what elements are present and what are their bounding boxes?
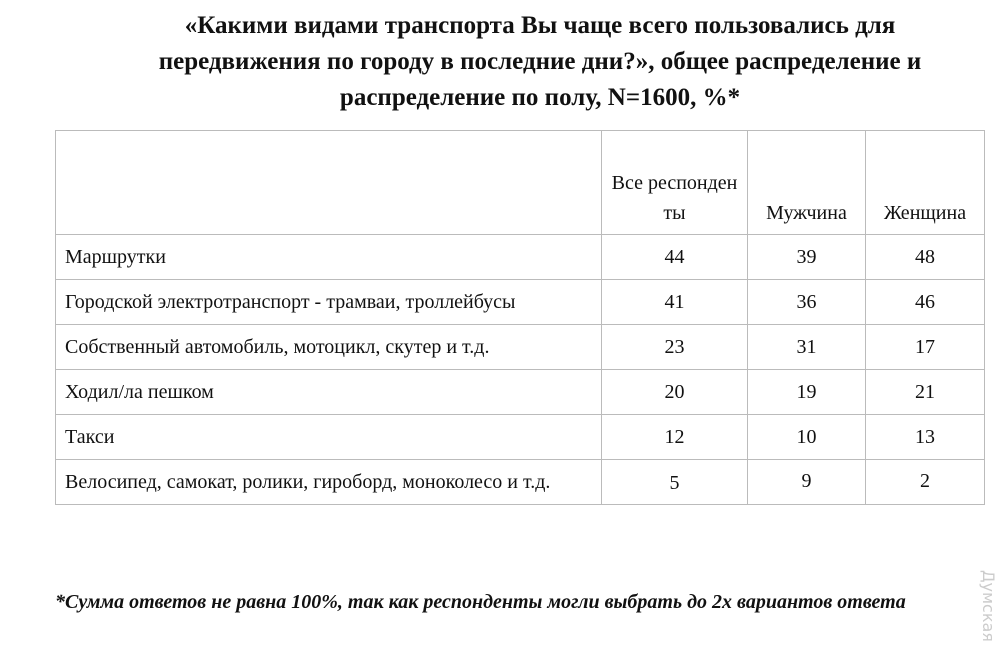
value-cell: 12 [601,414,748,460]
value-cell: 39 [747,234,866,280]
row-label: Такси [55,414,602,460]
value-cell: 17 [865,324,985,370]
value-cell: 48 [865,234,985,280]
row-label: Велосипед, самокат, ролики, гироборд, мо… [55,459,602,505]
value-cell: 36 [747,279,866,325]
table-row: Маршрутки 44 39 48 [55,234,985,280]
title-line: передвижения по городу в последние дни?»… [158,48,922,75]
row-label: Собственный автомобиль, мотоцикл, скутер… [55,324,602,370]
value-cell: 41 [601,279,748,325]
row-label: Маршрутки [55,234,602,280]
row-label: Ходил/ла пешком [55,369,602,415]
table-row: Велосипед, самокат, ролики, гироборд, мо… [55,459,985,505]
watermark: Думская [979,570,998,642]
table-row: Такси 12 10 13 [55,414,985,460]
table-row: Собственный автомобиль, мотоцикл, скутер… [55,324,985,370]
value-cell: 46 [865,279,985,325]
value-cell: 10 [747,414,866,460]
value-cell: 44 [601,234,748,280]
value-cell: 23 [601,324,748,370]
value-cell: 21 [865,369,985,415]
column-header [55,130,602,235]
table-row: Городской электротранспорт - трамваи, тр… [55,279,985,325]
title-line: «Какими видами транспорта Вы чаще всего … [184,12,896,39]
data-table: Все респонденты Мужчина Женщина Маршрутки 44… [55,130,985,505]
value-cell: 13 [865,414,985,460]
column-header: Все респонденты [601,130,748,235]
header-row: Все респонденты Мужчина Женщина [55,130,985,235]
column-header: Мужчина [747,130,866,235]
value-cell: 19 [747,369,866,415]
footnote: *Сумма ответов не равна 100%, так как ре… [55,591,906,613]
column-header: Женщина [865,130,985,235]
value-cell: 9 [747,459,866,505]
title: «Какими видами транспорта Вы чаще всего … [60,8,1000,116]
value-cell: 2 [865,459,985,505]
value-cell: 31 [747,324,866,370]
title-line: распределение по полу, N=1600, %* [339,84,741,111]
value-cell: 5 [601,459,748,505]
value-cell: 20 [601,369,748,415]
table-row: Ходил/ла пешком 20 19 21 [55,369,985,415]
row-label: Городской электротранспорт - трамваи, тр… [55,279,602,325]
